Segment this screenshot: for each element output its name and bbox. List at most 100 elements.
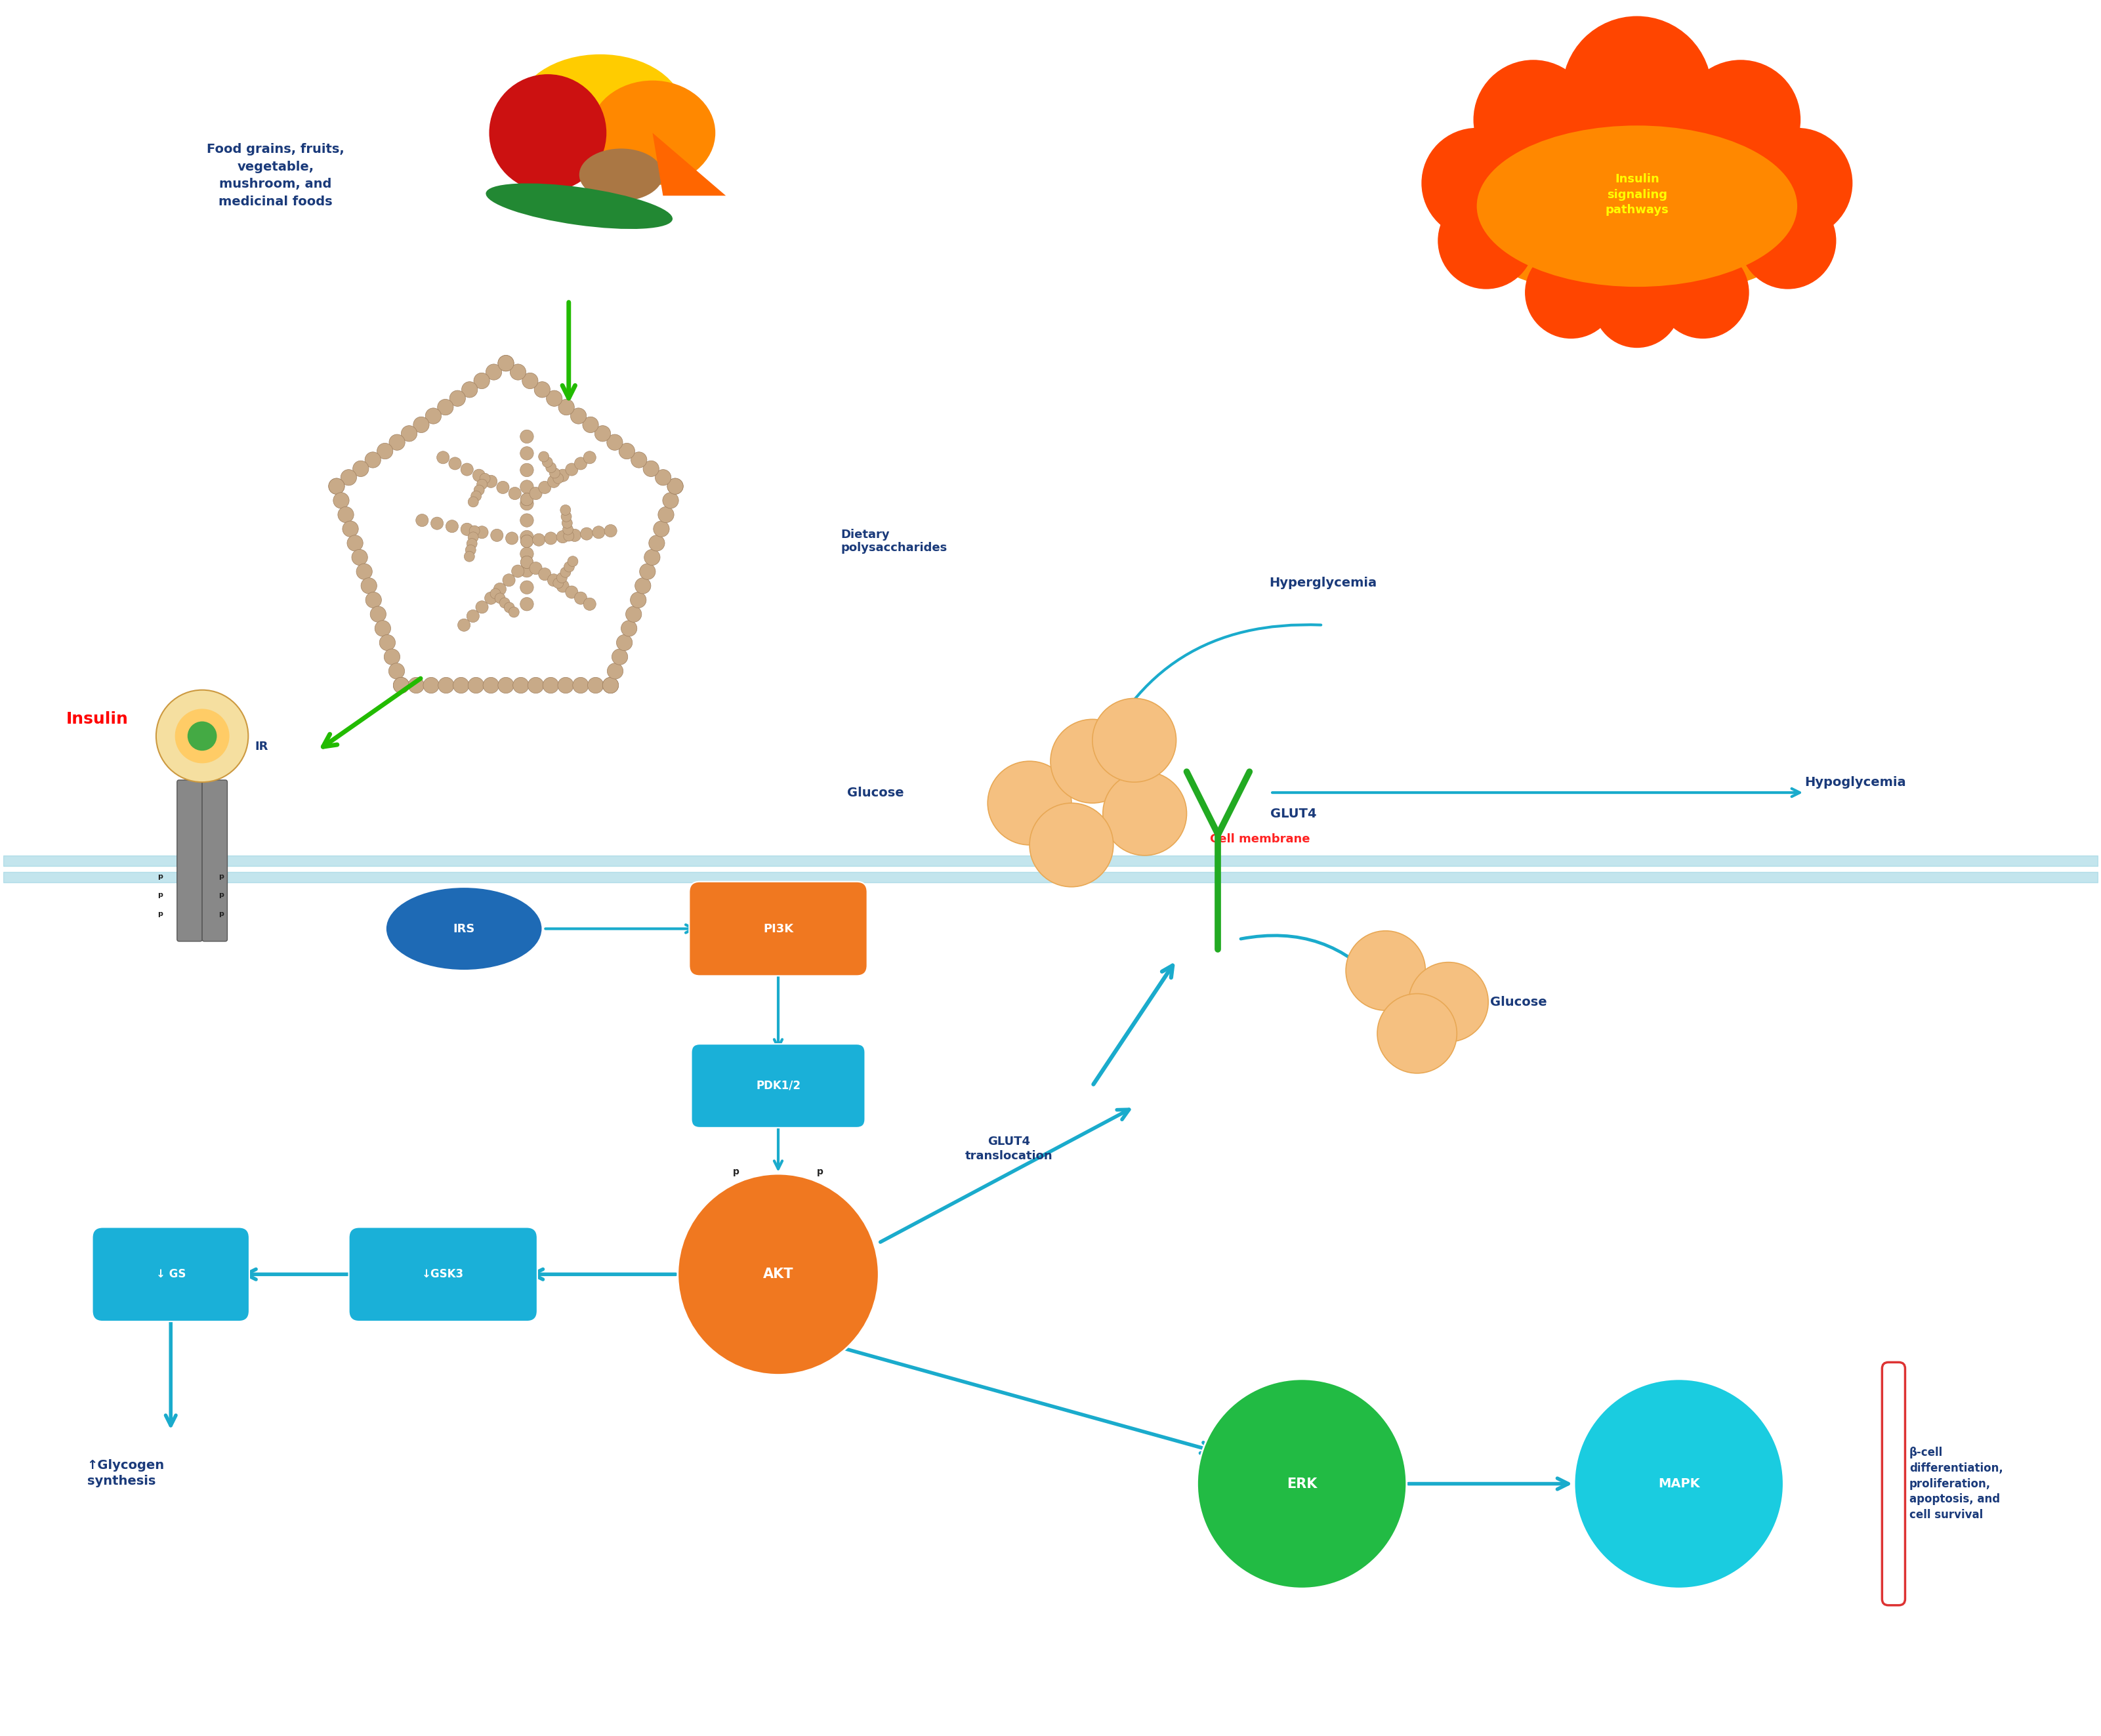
Circle shape <box>557 531 569 543</box>
Circle shape <box>582 417 599 432</box>
Circle shape <box>607 434 622 450</box>
FancyBboxPatch shape <box>689 882 868 976</box>
Circle shape <box>477 479 487 490</box>
Circle shape <box>155 689 248 783</box>
Circle shape <box>460 464 473 476</box>
Circle shape <box>1408 962 1488 1042</box>
Circle shape <box>548 476 561 488</box>
Circle shape <box>374 620 391 637</box>
Circle shape <box>521 535 534 547</box>
Circle shape <box>347 535 363 550</box>
Ellipse shape <box>384 887 542 970</box>
Circle shape <box>639 564 656 580</box>
Circle shape <box>567 556 578 566</box>
Circle shape <box>574 592 586 604</box>
Circle shape <box>668 479 683 495</box>
Circle shape <box>424 408 441 424</box>
FancyBboxPatch shape <box>92 1227 250 1321</box>
Circle shape <box>454 677 469 693</box>
Circle shape <box>649 535 664 550</box>
Circle shape <box>494 583 506 595</box>
Circle shape <box>565 464 578 476</box>
Circle shape <box>408 677 424 693</box>
Circle shape <box>521 556 534 568</box>
Text: MAPK: MAPK <box>1658 1477 1700 1489</box>
Circle shape <box>630 592 647 608</box>
Circle shape <box>1563 16 1712 167</box>
Circle shape <box>370 606 387 621</box>
Text: PDK1/2: PDK1/2 <box>756 1080 800 1092</box>
Circle shape <box>466 609 479 621</box>
Circle shape <box>401 425 418 441</box>
Circle shape <box>511 365 525 380</box>
Circle shape <box>1422 128 1532 238</box>
Circle shape <box>1742 128 1853 238</box>
Circle shape <box>511 564 523 578</box>
Circle shape <box>506 531 519 545</box>
Circle shape <box>490 75 607 191</box>
Text: IR: IR <box>254 741 269 752</box>
Circle shape <box>521 535 534 547</box>
Circle shape <box>521 493 534 505</box>
Circle shape <box>574 457 586 470</box>
Circle shape <box>513 677 529 693</box>
Circle shape <box>532 533 544 547</box>
Text: Insulin
signaling
pathways: Insulin signaling pathways <box>1605 174 1668 215</box>
Circle shape <box>1658 247 1748 339</box>
Circle shape <box>1198 1378 1406 1588</box>
Circle shape <box>557 580 569 592</box>
Ellipse shape <box>580 149 664 201</box>
Circle shape <box>643 460 660 477</box>
Circle shape <box>569 529 582 542</box>
Circle shape <box>498 356 515 372</box>
Text: Hyperglycemia: Hyperglycemia <box>1269 576 1376 590</box>
Circle shape <box>523 373 538 389</box>
Circle shape <box>389 663 405 679</box>
Circle shape <box>546 391 563 406</box>
Circle shape <box>557 573 567 583</box>
FancyBboxPatch shape <box>202 779 227 941</box>
Circle shape <box>473 373 490 389</box>
Circle shape <box>1029 804 1114 887</box>
Circle shape <box>431 517 443 529</box>
Circle shape <box>557 469 569 481</box>
Text: p: p <box>219 892 223 899</box>
Circle shape <box>1740 193 1836 290</box>
Circle shape <box>366 451 380 469</box>
Circle shape <box>439 677 454 693</box>
Circle shape <box>1574 1378 1784 1588</box>
Circle shape <box>342 521 359 536</box>
Text: ↑Glycogen
synthesis: ↑Glycogen synthesis <box>86 1460 164 1488</box>
Circle shape <box>656 469 670 486</box>
FancyBboxPatch shape <box>176 779 202 941</box>
Text: Hypoglycemia: Hypoglycemia <box>1805 776 1906 788</box>
Circle shape <box>521 597 534 611</box>
Circle shape <box>584 597 597 611</box>
Circle shape <box>563 561 574 573</box>
Text: Insulin: Insulin <box>65 712 128 727</box>
Circle shape <box>1593 260 1681 347</box>
Text: GLUT4: GLUT4 <box>1271 807 1317 819</box>
Circle shape <box>502 575 515 587</box>
Text: β-cell
differentiation,
proliferation,
apoptosis, and
cell survival: β-cell differentiation, proliferation, a… <box>1910 1446 2002 1521</box>
Circle shape <box>574 677 588 693</box>
Circle shape <box>466 538 477 549</box>
Circle shape <box>479 474 490 484</box>
Circle shape <box>553 474 563 484</box>
Circle shape <box>538 451 548 462</box>
Text: IRS: IRS <box>454 924 475 934</box>
Circle shape <box>548 467 559 477</box>
Text: ↓GSK3: ↓GSK3 <box>422 1269 464 1279</box>
Circle shape <box>496 481 508 493</box>
Circle shape <box>414 417 429 432</box>
Circle shape <box>527 677 544 693</box>
Circle shape <box>464 552 475 562</box>
Circle shape <box>1473 59 1593 179</box>
Circle shape <box>630 451 647 469</box>
Circle shape <box>187 722 216 750</box>
Circle shape <box>561 568 571 578</box>
Circle shape <box>466 545 475 556</box>
Circle shape <box>561 512 571 523</box>
Circle shape <box>521 564 534 578</box>
Text: p: p <box>158 873 164 880</box>
